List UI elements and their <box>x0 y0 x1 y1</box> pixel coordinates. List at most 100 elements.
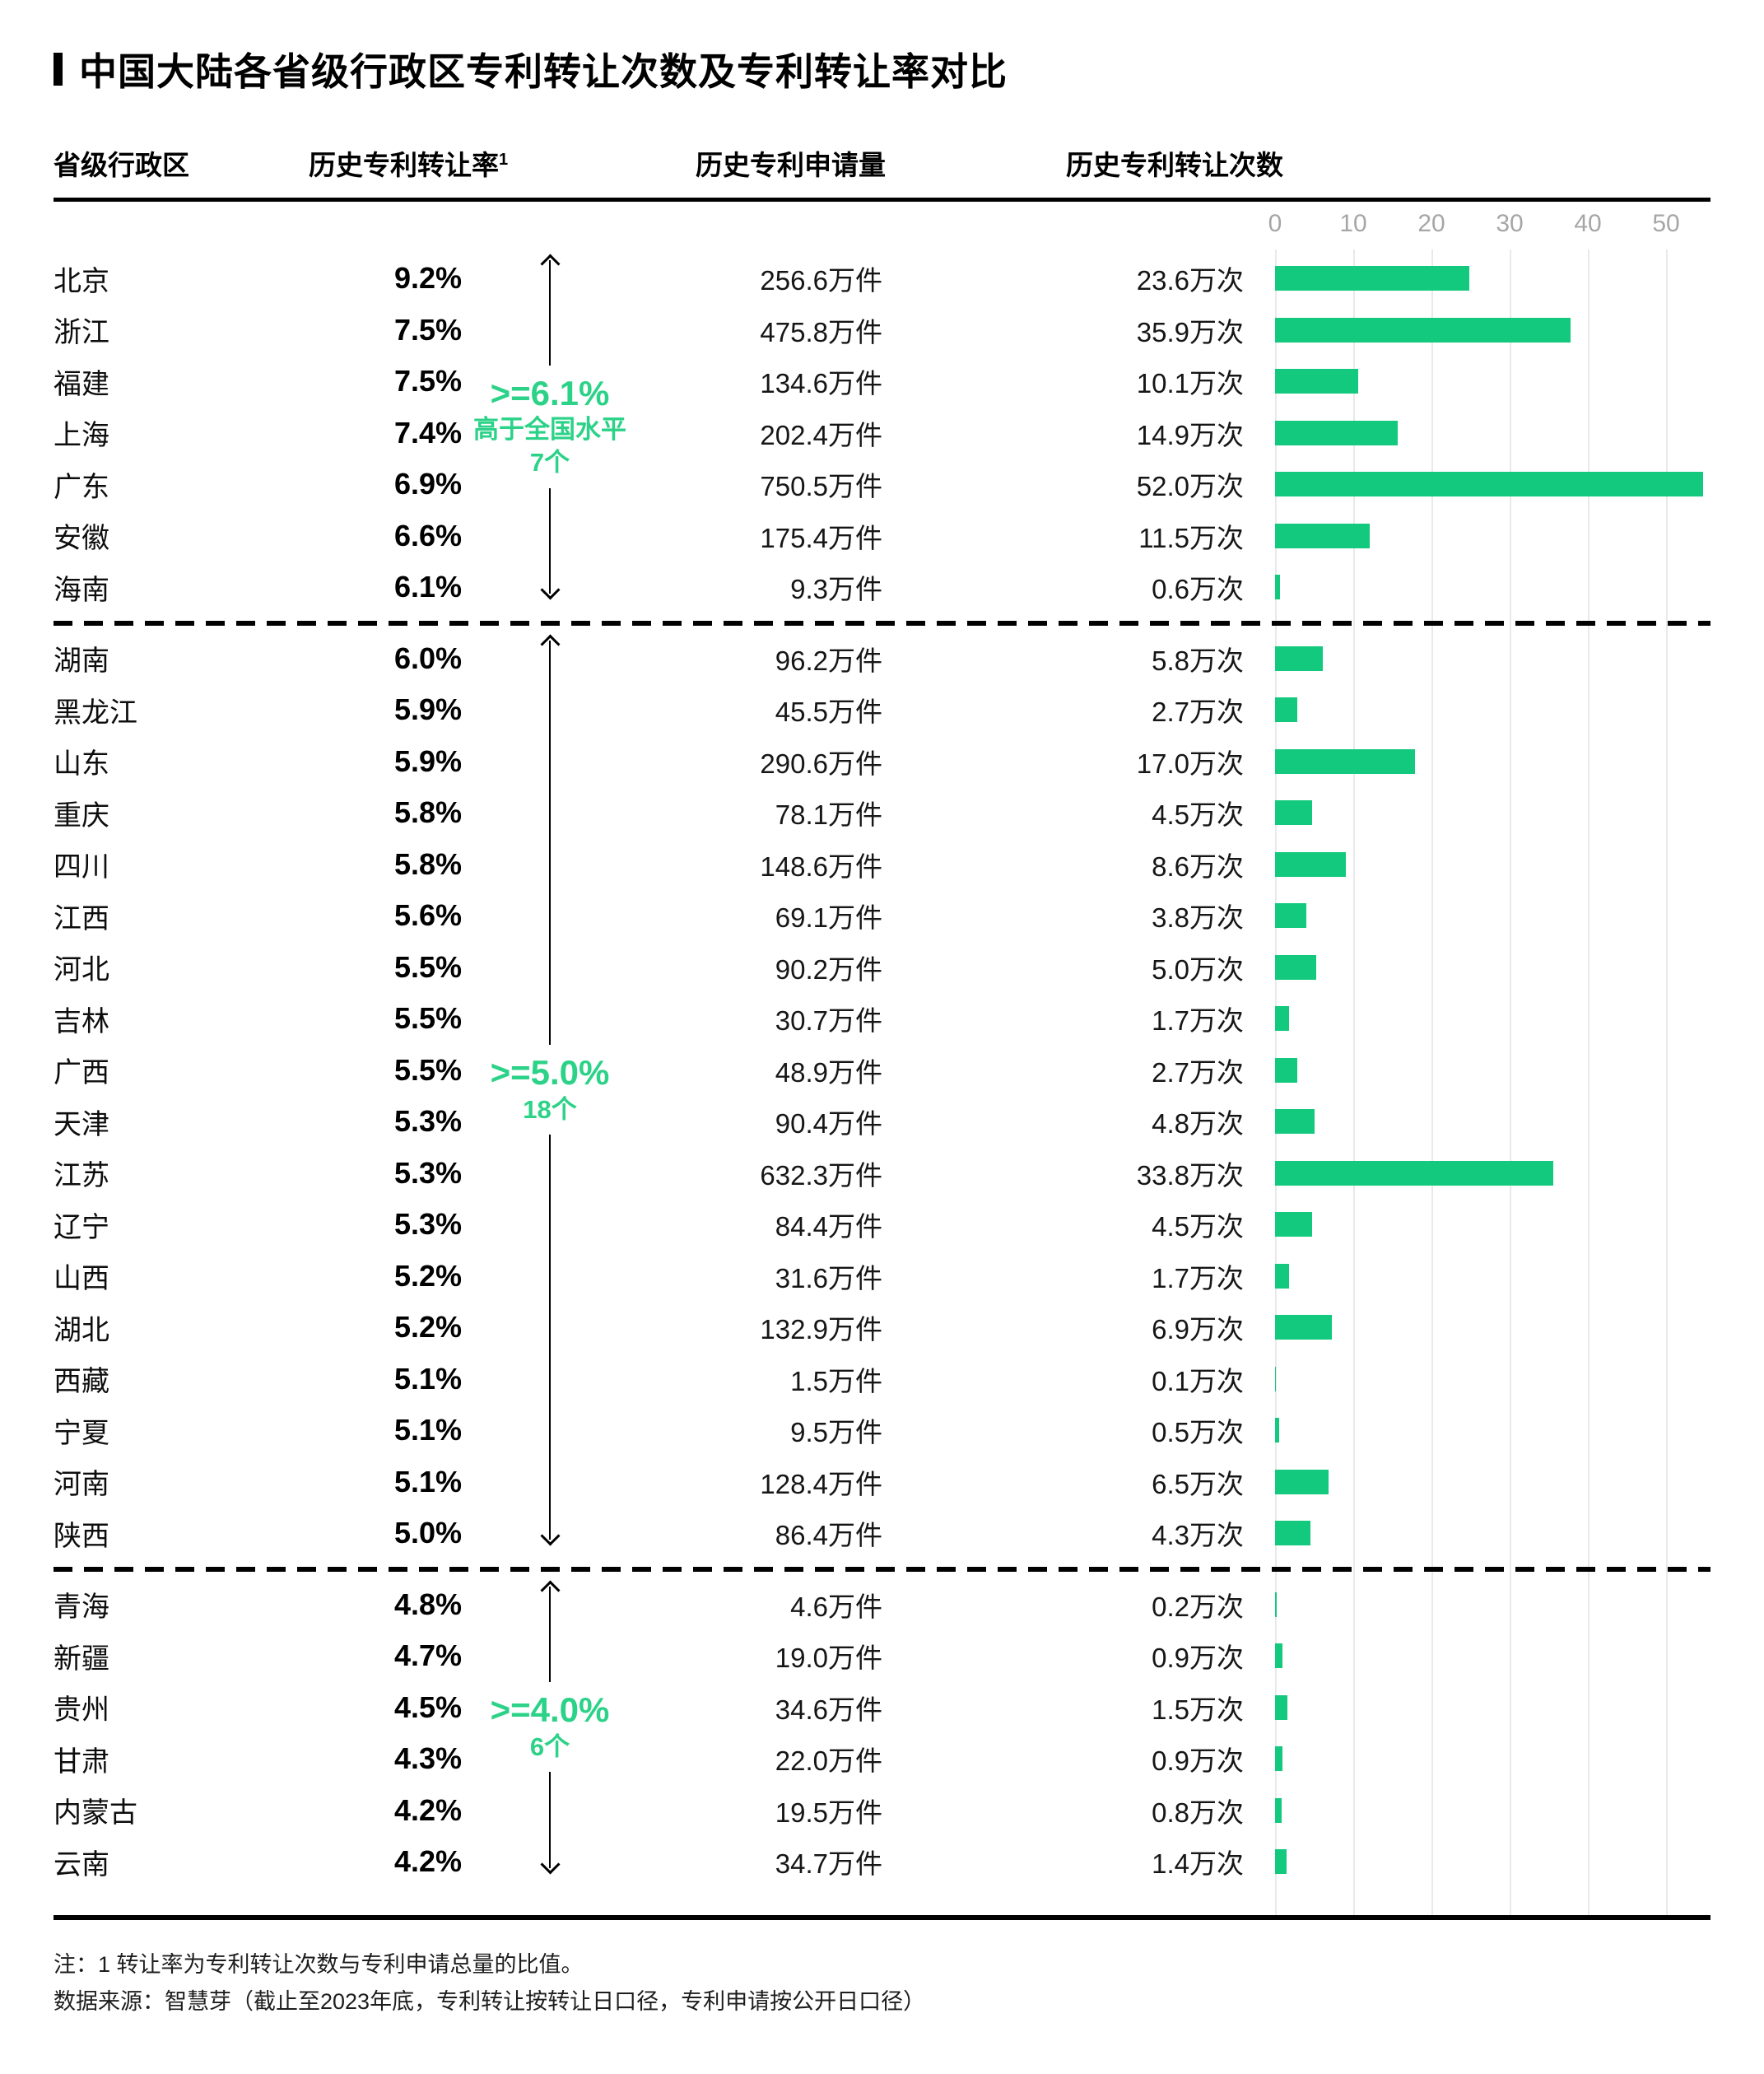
rate-value: 5.0% <box>393 1516 462 1550</box>
rate-value: 6.6% <box>393 518 462 552</box>
rate-value: 4.2% <box>393 1844 462 1879</box>
transfer-count-bar <box>1275 748 1415 774</box>
rate-value: 5.3% <box>393 1155 462 1190</box>
transfer-count-bar <box>1275 1109 1315 1135</box>
transfers-value: 0.2万次 <box>1152 1591 1244 1622</box>
transfer-count-bar <box>1275 1746 1282 1772</box>
column-header-transfers: 历史专利转让次数 <box>1066 150 1283 180</box>
axis-tick-label: 50 <box>1652 210 1680 237</box>
table-row: 西藏 5.1% 1.5万件 0.1万次 <box>54 1354 1710 1405</box>
province-label: 贵州 <box>54 1694 109 1727</box>
province-label: 宁夏 <box>54 1417 109 1449</box>
province-label: 广西 <box>54 1057 109 1089</box>
transfer-count-bar <box>1275 575 1280 600</box>
column-header-rate-text: 历史专利转让率 <box>309 150 499 180</box>
column-header-applications: 历史专利申请量 <box>696 150 886 180</box>
rate-value: 6.9% <box>393 467 462 501</box>
bar-track <box>1275 1849 1710 1875</box>
applications-value: 1.5万件 <box>790 1365 882 1396</box>
transfer-count-bar <box>1275 266 1469 291</box>
transfer-count-bar <box>1275 903 1306 929</box>
transfers-value: 4.5万次 <box>1152 1211 1244 1242</box>
bar-track <box>1275 369 1710 394</box>
applications-value: 134.6万件 <box>760 368 882 399</box>
transfers-value: 6.5万次 <box>1152 1468 1244 1499</box>
applications-value: 19.0万件 <box>775 1643 882 1674</box>
footnote-definition: 注：1 转让率为专利转让次数与专利申请总量的比值。 <box>54 1951 584 1977</box>
province-label: 陕西 <box>54 1520 109 1552</box>
column-headers: 省级行政区 历史专利转让率1 历史专利申请量 历史专利转让次数 <box>54 143 1710 180</box>
table-row: 新疆 4.7% 19.0万件 0.9万次 <box>54 1630 1710 1682</box>
transfer-count-bar <box>1275 369 1358 394</box>
transfer-count-bar <box>1275 646 1323 671</box>
transfer-count-bar <box>1275 1797 1282 1823</box>
table-row: 广东 6.9% 750.5万件 52.0万次 <box>54 459 1710 510</box>
transfer-count-bar <box>1275 697 1297 723</box>
transfer-count-bar <box>1275 472 1703 497</box>
rate-value: 7.5% <box>393 364 462 398</box>
title-accent-bar-icon <box>54 53 63 86</box>
rate-value: 4.2% <box>393 1792 462 1827</box>
transfer-count-bar <box>1275 1592 1277 1617</box>
bar-track <box>1275 1521 1710 1546</box>
bar-track <box>1275 317 1710 343</box>
province-label: 云南 <box>54 1848 109 1881</box>
applications-value: 290.6万件 <box>760 748 882 779</box>
transfers-value: 0.8万次 <box>1152 1797 1244 1828</box>
bar-track <box>1275 1263 1710 1289</box>
page-title: 中国大陆各省级行政区专利转让次数及专利转让率对比 <box>79 50 1008 93</box>
bar-track <box>1275 954 1710 980</box>
province-label: 福建 <box>54 368 109 400</box>
column-header-rate: 历史专利转让率1 <box>309 143 508 183</box>
bar-track <box>1275 1160 1710 1186</box>
table-row: 广西 5.5% 48.9万件 2.7万次 <box>54 1045 1710 1097</box>
province-label: 江西 <box>54 902 109 934</box>
footnote-source: 数据来源：智慧芽（截止至2023年底，专利转让按转让日口径，专利申请按公开日口径… <box>54 1988 926 2014</box>
transfers-value: 2.7万次 <box>1152 697 1244 728</box>
province-label: 辽宁 <box>54 1211 109 1243</box>
group-divider-dashed <box>54 1566 1710 1572</box>
rate-value: 5.5% <box>393 1001 462 1036</box>
column-header-province: 省级行政区 <box>54 150 189 180</box>
applications-value: 45.5万件 <box>775 697 882 728</box>
transfer-count-bar <box>1275 1418 1279 1443</box>
transfers-value: 6.9万次 <box>1152 1314 1244 1345</box>
transfers-value: 1.7万次 <box>1152 1262 1244 1293</box>
rate-value: 5.3% <box>393 1207 462 1242</box>
bar-track <box>1275 903 1710 929</box>
transfer-count-bar <box>1275 1057 1297 1083</box>
bar-track <box>1275 1469 1710 1494</box>
province-label: 新疆 <box>54 1643 109 1675</box>
header-rule <box>54 198 1710 202</box>
applications-value: 750.5万件 <box>760 471 882 502</box>
table-row: 四川 5.8% 148.6万件 8.6万次 <box>54 839 1710 891</box>
bar-track <box>1275 1592 1710 1617</box>
footnotes: 注：1 转让率为专利转让次数与专利申请总量的比值。 数据来源：智慧芽（截止至20… <box>54 1946 1710 2020</box>
rate-value: 6.1% <box>393 570 462 604</box>
transfer-count-bar <box>1275 1212 1312 1237</box>
applications-value: 96.2万件 <box>775 645 882 676</box>
transfer-count-bar <box>1275 1315 1332 1340</box>
transfer-count-bar <box>1275 317 1571 343</box>
bar-track <box>1275 523 1710 548</box>
province-label: 河南 <box>54 1469 109 1501</box>
applications-value: 69.1万件 <box>775 902 882 934</box>
province-label: 重庆 <box>54 799 109 832</box>
transfer-count-bar <box>1275 954 1316 980</box>
table-row: 江西 5.6% 69.1万件 3.8万次 <box>54 890 1710 942</box>
province-label: 海南 <box>54 574 109 606</box>
bar-track <box>1275 1006 1710 1032</box>
applications-value: 84.4万件 <box>775 1211 882 1242</box>
transfers-value: 33.8万次 <box>1136 1159 1244 1191</box>
applications-value: 90.2万件 <box>775 953 882 985</box>
transfers-value: 0.5万次 <box>1152 1417 1244 1448</box>
rate-value: 5.8% <box>393 795 462 830</box>
bar-track <box>1275 1109 1710 1135</box>
province-label: 河北 <box>54 954 109 986</box>
transfer-count-bar <box>1275 1469 1329 1494</box>
province-label: 湖北 <box>54 1314 109 1346</box>
transfers-value: 52.0万次 <box>1136 471 1244 502</box>
bar-track <box>1275 1366 1710 1391</box>
rate-value: 5.9% <box>393 743 462 778</box>
